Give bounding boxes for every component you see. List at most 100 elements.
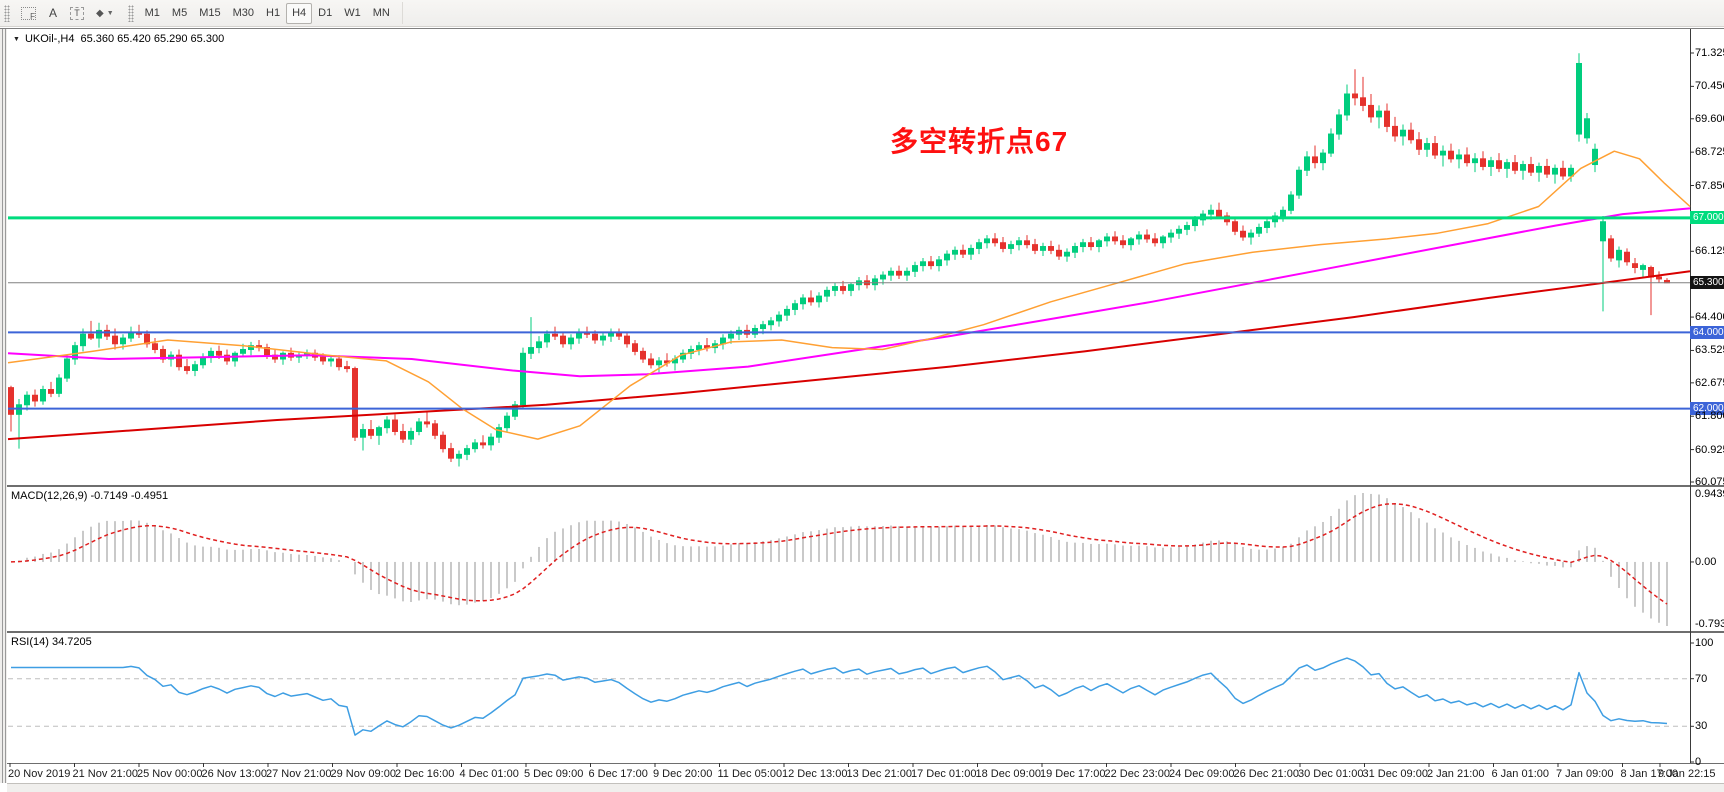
candle-up xyxy=(1184,225,1190,230)
candle-up xyxy=(1136,234,1142,240)
time-axis-label: 5 Dec 09:00 xyxy=(524,768,584,780)
candle-up xyxy=(240,348,246,354)
candle-down xyxy=(1120,240,1126,246)
timeframe-D1[interactable]: D1 xyxy=(318,7,333,19)
arrow-tools-icon: ◆ xyxy=(96,7,104,19)
timeframe-M1[interactable]: M1 xyxy=(144,7,160,19)
toolbar-drag-handle[interactable] xyxy=(4,4,10,22)
price-tick-label: 60.925 xyxy=(1695,443,1724,456)
candle-up xyxy=(968,247,974,255)
candle-up xyxy=(1568,167,1574,177)
ma-fast-orange xyxy=(7,150,1691,440)
candle-down xyxy=(1112,236,1118,242)
candle-up xyxy=(80,333,86,347)
macd-rsi-separator[interactable] xyxy=(7,631,1724,633)
timeframe-M15[interactable]: M15 xyxy=(199,7,221,19)
chevron-down-icon[interactable]: ▼ xyxy=(106,9,114,17)
price-tick-label: 62.675 xyxy=(1695,376,1724,389)
timeframe-M5[interactable]: M5 xyxy=(171,7,188,19)
bull-bear-turning-point-annotation: 多空转折点67 xyxy=(890,126,1069,157)
price-tick-label: 61.800 xyxy=(1695,410,1724,423)
candle-up xyxy=(1344,93,1350,116)
price-tick-label: 66.125 xyxy=(1695,245,1724,258)
time-axis-label: 4 Dec 01:00 xyxy=(459,768,519,780)
price-line-label-64.000: 64.000 xyxy=(1690,325,1724,339)
candle-down xyxy=(1416,139,1422,150)
symbol-dropdown-icon[interactable]: ▼ xyxy=(13,36,20,43)
candle-up xyxy=(376,427,382,436)
timeframe-H1[interactable]: H1 xyxy=(266,7,281,19)
candle-up xyxy=(1536,165,1542,173)
time-axis-label: 21 Nov 21:00 xyxy=(72,768,138,780)
rsi-line xyxy=(11,657,1668,736)
timeframe-W1[interactable]: W1 xyxy=(344,7,361,19)
ma-slow-red xyxy=(7,270,1691,441)
candle-down xyxy=(1432,143,1438,156)
candle-up xyxy=(1520,164,1526,171)
arrow-tools-button[interactable]: ◆ ▼ xyxy=(90,3,120,24)
main-macd-separator[interactable] xyxy=(7,485,1724,487)
candle-down xyxy=(992,238,998,244)
candle-down xyxy=(640,350,646,360)
candle-up xyxy=(800,297,806,305)
candle-down xyxy=(1384,110,1390,127)
time-axis-label: 26 Nov 13:00 xyxy=(201,768,267,780)
candle-down xyxy=(560,335,566,345)
time-axis-label: 24 Dec 09:00 xyxy=(1169,768,1235,780)
candle-down xyxy=(112,335,118,345)
candle-up xyxy=(1016,240,1022,246)
candle-down xyxy=(1216,209,1222,217)
candle-up xyxy=(912,265,918,272)
text-box-icon: T xyxy=(70,6,84,20)
text-label-button[interactable]: A xyxy=(42,3,64,24)
chart-shift-button[interactable]: F xyxy=(15,3,42,24)
candle-up xyxy=(1640,265,1646,270)
candle-down xyxy=(344,366,350,370)
candle-up xyxy=(40,389,46,402)
candle-down xyxy=(320,356,326,362)
candle-down xyxy=(424,421,430,425)
candle-up xyxy=(824,289,830,297)
candle-down xyxy=(1528,164,1534,173)
price-tick-label: 69.600 xyxy=(1695,112,1724,125)
candle-down xyxy=(352,368,358,438)
timeframe-H4[interactable]: H4 xyxy=(286,2,313,24)
candle-up xyxy=(1040,246,1046,251)
time-axis-label: 7 Jan 09:00 xyxy=(1556,768,1614,780)
toolbar-drag-handle-2[interactable] xyxy=(127,4,134,22)
candle-down xyxy=(432,423,438,436)
text-box-button[interactable]: T xyxy=(64,3,90,24)
candle-up xyxy=(696,345,702,350)
candle-down xyxy=(1496,160,1502,169)
candle-up xyxy=(848,284,854,291)
candle-down xyxy=(808,297,814,303)
candle-up xyxy=(416,421,422,432)
candle-down xyxy=(1088,242,1094,248)
candle-down xyxy=(1312,156,1318,164)
candle-up xyxy=(1336,114,1342,135)
candle-down xyxy=(1360,97,1366,106)
candle-down xyxy=(480,442,486,446)
candle-up xyxy=(24,394,30,406)
timeframe-M30[interactable]: M30 xyxy=(232,7,255,19)
candle-up xyxy=(1504,162,1510,169)
candle-down xyxy=(392,419,398,432)
time-axis-label: 6 Dec 17:00 xyxy=(588,768,648,780)
chart-symbol-timeframe: UKOil-,H4 xyxy=(24,33,75,45)
candle-down xyxy=(152,343,158,350)
candle-up xyxy=(192,364,198,371)
time-axis-label: 6 Jan 01:00 xyxy=(1491,768,1550,780)
candle-up xyxy=(408,430,414,440)
candle-up xyxy=(880,274,886,280)
price-tick-label: 67.850 xyxy=(1695,179,1724,192)
candle-up xyxy=(760,324,766,330)
toolbar-separator xyxy=(401,2,403,24)
candle-down xyxy=(896,270,902,276)
candle-up xyxy=(1472,158,1478,164)
timeframe-MN[interactable]: MN xyxy=(372,7,390,19)
candle-up xyxy=(472,442,478,450)
candle-up xyxy=(520,352,526,406)
candle-down xyxy=(1448,150,1454,160)
candle-up xyxy=(1096,240,1102,248)
time-axis-label: 25 Nov 00:00 xyxy=(137,768,203,780)
